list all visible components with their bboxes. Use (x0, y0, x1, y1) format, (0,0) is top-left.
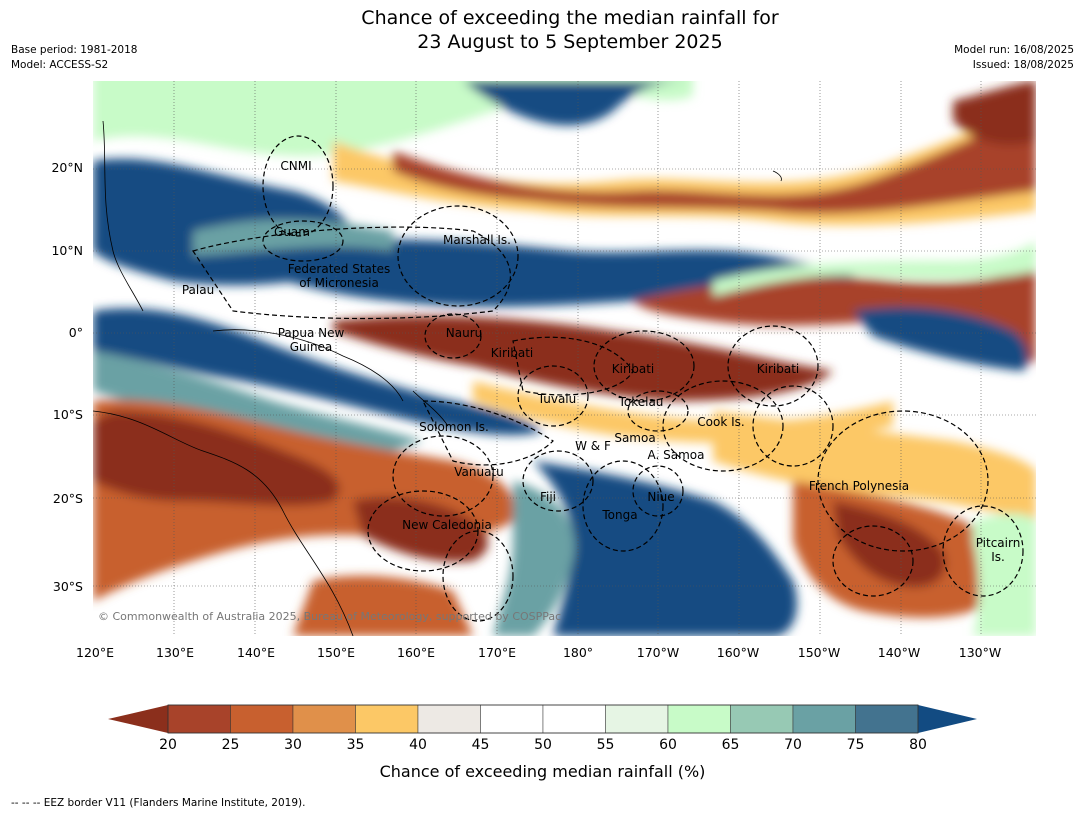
colorbar-tick-label: 65 (721, 737, 740, 753)
region-label-tuvalu: Tuvalu (537, 392, 577, 406)
run-info: Model run: 16/08/2025 Issued: 18/08/2025 (954, 43, 1074, 73)
lat-label-10s: 10°S (52, 407, 83, 422)
colorbar-label: Chance of exceeding median rainfall (%) (379, 762, 706, 781)
colorbar-tick-label: 20 (159, 737, 177, 753)
region-label-marshall: Marshall Is. (443, 233, 511, 247)
region-label-vanuatu: Vanuatu (454, 465, 504, 479)
base-period: Base period: 1981-2018 (11, 44, 138, 56)
colorbar-bin (542, 704, 606, 734)
lon-label-140w: 140°W (877, 645, 921, 660)
colorbar-bin (605, 704, 669, 734)
colorbar-tick-label: 30 (284, 737, 302, 753)
colorbar-tick-label: 40 (409, 737, 427, 753)
colorbar-tick-label: 80 (909, 737, 927, 753)
lat-label-0: 0° (68, 325, 83, 340)
region-label-tonga: Tonga (602, 508, 638, 522)
base-period-info: Base period: 1981-2018 Model: ACCESS-S2 (11, 43, 137, 73)
region-label-american-samoa: A. Samoa (647, 448, 705, 462)
colorbar-under-arrow (108, 705, 168, 733)
colorbar-bin (355, 704, 419, 734)
colorbar-tick-label: 25 (221, 737, 240, 753)
colorbar-tick-label: 55 (596, 737, 615, 753)
region-label-guam: Guam (274, 225, 310, 239)
colorbar-tick-label: 35 (346, 737, 365, 753)
lon-label-170w: 170°W (636, 645, 680, 660)
title-line-2: 23 August to 5 September 2025 (417, 31, 723, 53)
title-line-1: Chance of exceeding the median rainfall … (361, 7, 779, 29)
lon-label-140e: 140°E (236, 645, 276, 660)
map-title: Chance of exceeding the median rainfall … (0, 6, 1085, 54)
issued-date: Issued: 18/08/2025 (972, 59, 1074, 71)
region-label-niue: Niue (647, 490, 675, 504)
lon-label-150w: 150°W (797, 645, 841, 660)
lon-label-160e: 160°E (396, 645, 436, 660)
region-label-kiribati-east: Kiribati (756, 362, 800, 376)
colorbar-tick-label: 50 (534, 737, 552, 753)
region-label-kiribati-central: Kiribati (611, 362, 655, 376)
rainfall-map (93, 81, 1036, 636)
region-label-french-polynesia: French Polynesia (808, 479, 910, 493)
colorbar-bin (480, 704, 544, 734)
colorbar-bin (230, 704, 294, 734)
colorbar-bin (167, 704, 231, 734)
colorbar-bin (292, 704, 356, 734)
colorbar-bin (667, 704, 731, 734)
colorbar-bin (730, 704, 794, 734)
colorbar (108, 704, 978, 738)
model-run-date: Model run: 16/08/2025 (954, 44, 1074, 56)
region-label-fsm: Federated States of Micronesia (287, 262, 391, 290)
lon-label-150e: 150°E (316, 645, 356, 660)
lon-label-130w: 130°W (958, 645, 1002, 660)
lat-label-10n: 10°N (51, 243, 83, 258)
copyright-notice: © Commonwealth of Australia 2025, Bureau… (98, 610, 562, 623)
region-label-kiribati-west: Kiribati (490, 346, 534, 360)
region-label-wallis-futuna: W & F (575, 439, 611, 453)
colorbar-bin (417, 704, 481, 734)
colorbar-over-arrow (918, 705, 977, 733)
region-label-fiji: Fiji (539, 490, 557, 504)
lon-label-130e: 130°E (155, 645, 195, 660)
region-label-nauru: Nauru (445, 326, 483, 340)
map-canvas (93, 81, 1036, 636)
lat-label-20n: 20°N (51, 160, 83, 175)
lat-label-20s: 20°S (52, 491, 83, 506)
colorbar-bin (855, 704, 919, 734)
region-label-new-caledonia: New Caledonia (402, 518, 492, 532)
lon-label-170e: 170°E (477, 645, 517, 660)
model-name: Model: ACCESS-S2 (11, 59, 109, 71)
lon-label-180: 180° (562, 645, 594, 660)
colorbar-tick-label: 75 (846, 737, 865, 753)
eez-footnote: -- -- -- EEZ border V11 (Flanders Marine… (11, 797, 306, 809)
lat-label-30s: 30°S (52, 579, 83, 594)
colorbar-bin (792, 704, 856, 734)
region-label-solomon: Solomon Is. (419, 420, 489, 434)
region-label-cnmi: CNMI (280, 159, 312, 173)
region-label-cook: Cook Is. (697, 415, 745, 429)
colorbar-tick-label: 60 (659, 737, 677, 753)
region-label-samoa: Samoa (614, 431, 656, 445)
lon-label-120e: 120°E (75, 645, 115, 660)
region-label-png: Papua New Guinea (277, 326, 345, 354)
colorbar-tick-label: 45 (471, 737, 490, 753)
lon-label-160w: 160°W (716, 645, 760, 660)
region-label-pitcairn: Pitcairn Is. (975, 536, 1021, 564)
region-label-palau: Palau (181, 283, 215, 297)
colorbar-tick-label: 70 (784, 737, 802, 753)
region-label-tokelau: Tokelau (618, 395, 664, 409)
